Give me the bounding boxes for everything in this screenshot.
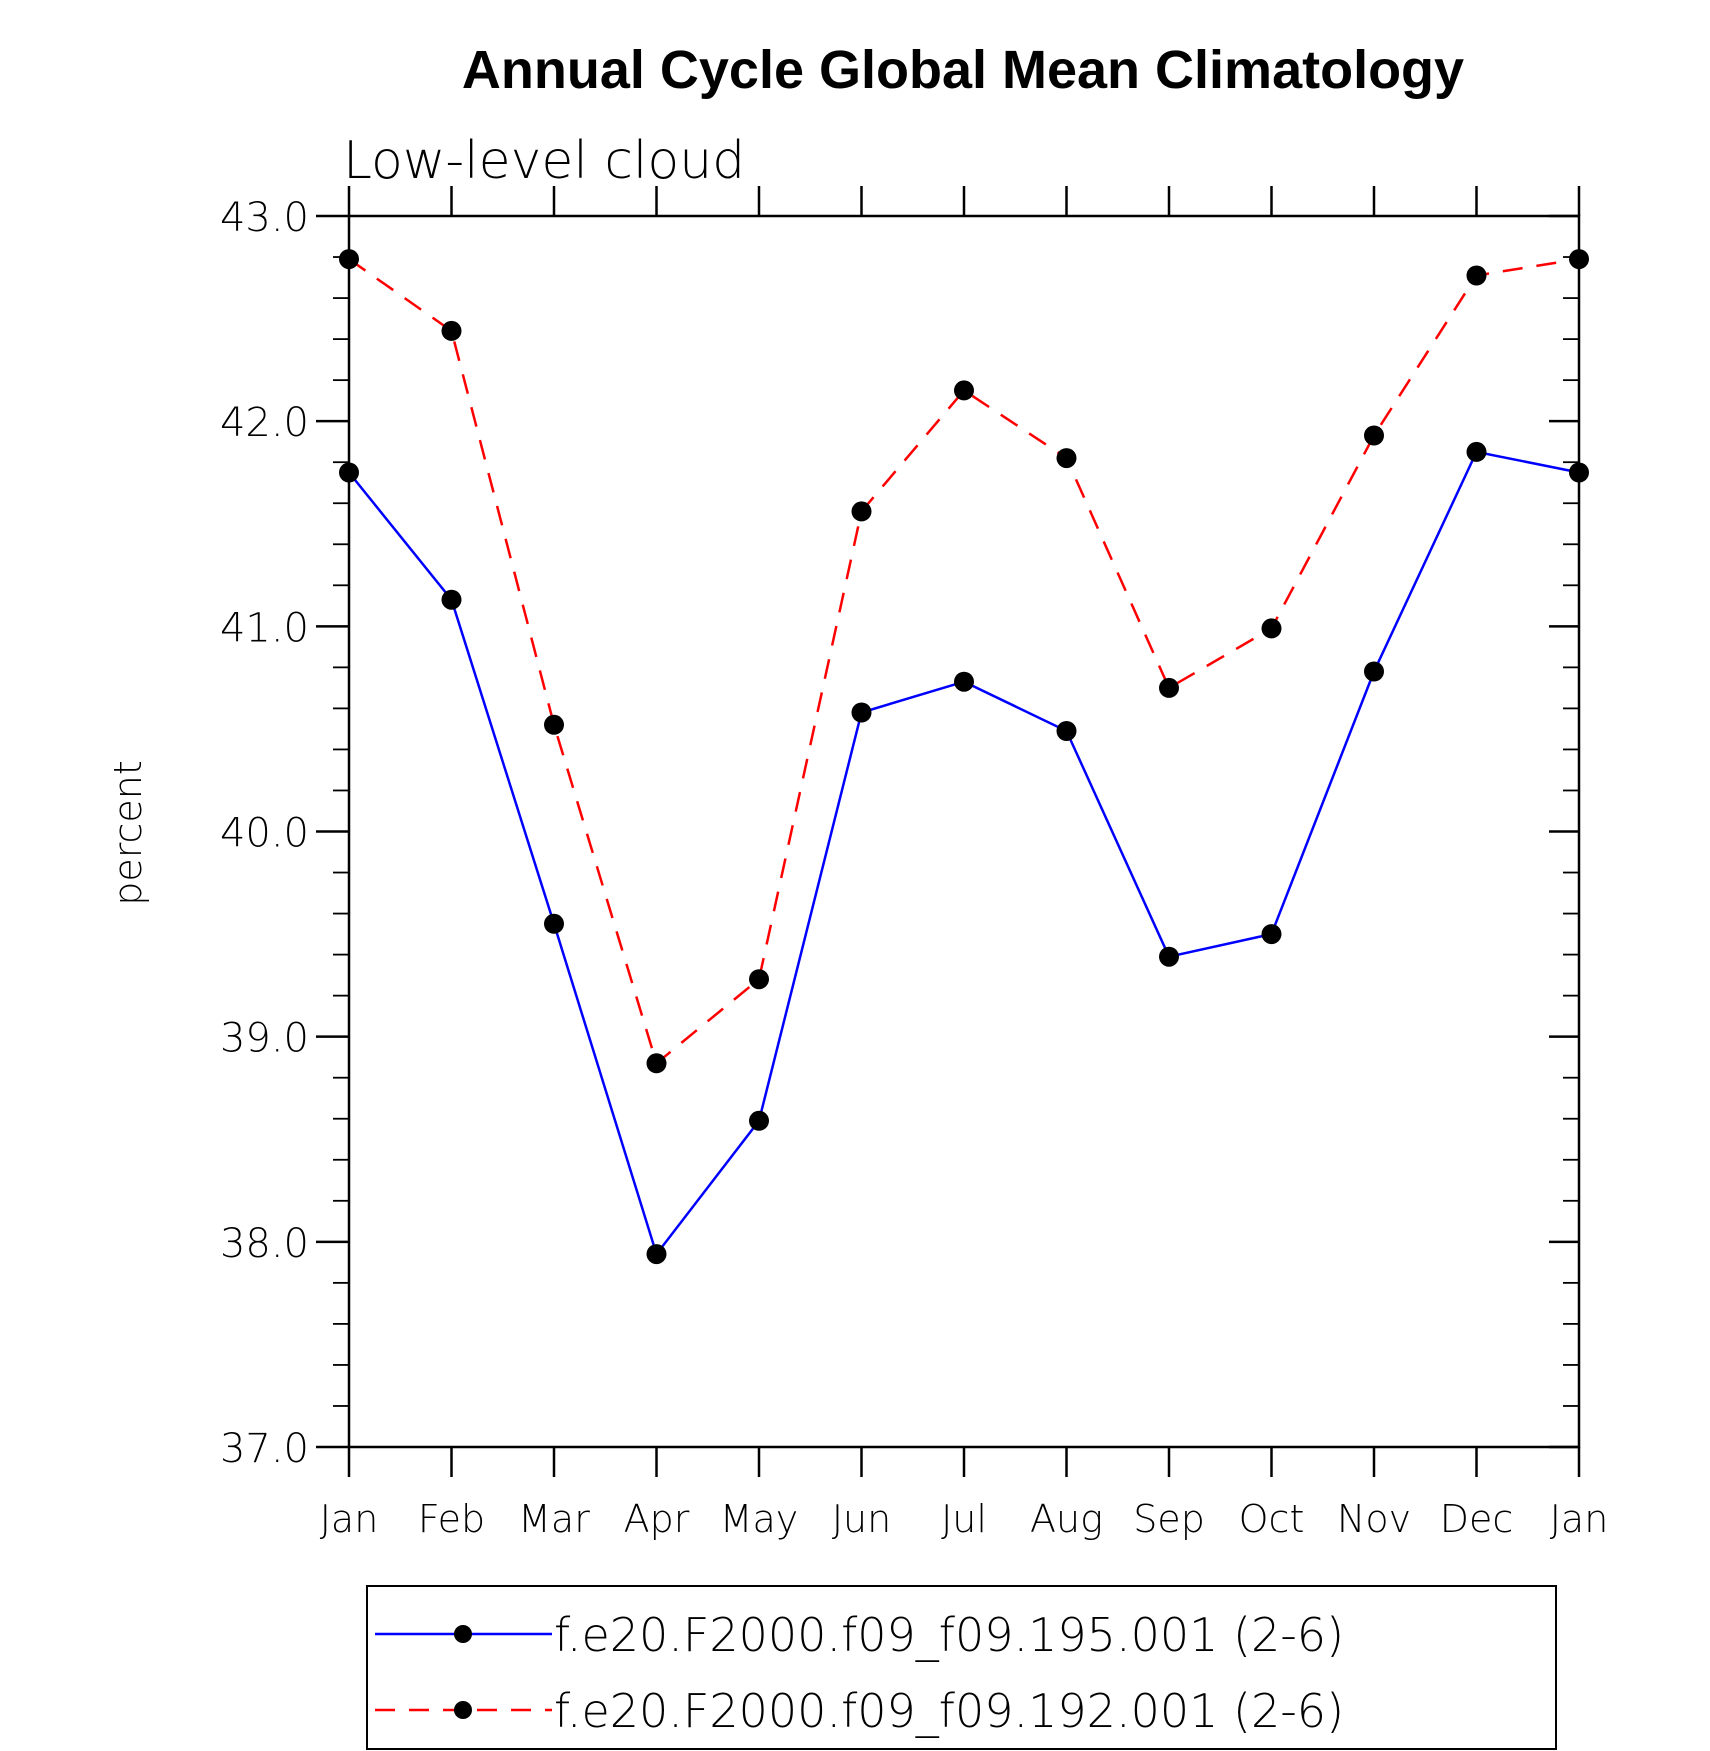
- series-2-point: [1056, 448, 1077, 469]
- x-tick-label: Apr: [624, 1497, 690, 1541]
- series-2-point: [1159, 677, 1179, 698]
- series-1-point: [1159, 946, 1179, 967]
- series-1-point: [441, 589, 462, 610]
- y-tick-label: 38.0: [220, 1221, 309, 1267]
- legend-marker-series-1: [454, 1625, 472, 1643]
- x-tick-label: Dec: [1440, 1497, 1514, 1541]
- series-2-point: [441, 320, 462, 341]
- x-tick-label: Jun: [832, 1497, 891, 1541]
- y-tick-label: 43.0: [220, 195, 309, 241]
- x-tick-label: Mar: [518, 1497, 590, 1541]
- series-2-point: [1466, 265, 1487, 286]
- series-2-point: [851, 501, 872, 522]
- series-2-point: [1261, 618, 1282, 639]
- series-line-2: [348, 257, 1580, 1066]
- x-tick-label: Jan: [1550, 1497, 1609, 1541]
- x-tick-label: Sep: [1133, 1497, 1205, 1541]
- series-1-point: [1261, 924, 1282, 945]
- series-2-point: [646, 1053, 667, 1074]
- y-axis-label: percent: [106, 760, 150, 906]
- series-line-1: [348, 450, 1580, 1257]
- y-tick-label: 42.0: [220, 400, 309, 446]
- y-tick-label: 40.0: [220, 811, 309, 857]
- series-2-point: [544, 714, 564, 735]
- series-1-point: [851, 702, 872, 723]
- series-1-point: [1056, 721, 1077, 741]
- y-tick-label: 37.0: [220, 1426, 309, 1472]
- legend-label-series-2: f.e20.F2000.f09_f09.192.001 (2-6): [554, 1684, 1344, 1738]
- series-1-point: [646, 1244, 667, 1265]
- series-1-point: [1466, 441, 1487, 462]
- series-2-point: [1364, 425, 1384, 446]
- series-2-point: [954, 380, 974, 401]
- x-tick-label: May: [720, 1497, 799, 1541]
- x-tick-label: Jul: [941, 1497, 987, 1541]
- chart-title: Annual Cycle Global Mean Climatology: [462, 40, 1464, 100]
- legend-marker-series-2: [454, 1701, 472, 1719]
- legend-label-series-1: f.e20.F2000.f09_f09.195.001 (2-6): [554, 1608, 1344, 1662]
- series-2-point: [749, 969, 769, 990]
- chart-subtitle: Low-level cloud: [343, 131, 745, 191]
- x-tick-label: Feb: [418, 1497, 485, 1541]
- x-tick-label: Nov: [1337, 1497, 1411, 1541]
- legend-box: [366, 1585, 1557, 1750]
- y-tick-label: 39.0: [220, 1016, 309, 1062]
- series-1-point: [544, 913, 564, 934]
- x-tick-label: Oct: [1239, 1497, 1305, 1541]
- legend: f.e20.F2000.f09_f09.195.001 (2-6) f.e20.…: [366, 1585, 1557, 1750]
- series-1-point: [954, 671, 974, 692]
- plot-frame: [347, 214, 1581, 1449]
- y-tick-label: 41.0: [220, 605, 309, 651]
- series-1-point: [1364, 661, 1384, 682]
- series-1-point: [749, 1110, 769, 1131]
- x-tick-label: Aug: [1030, 1497, 1103, 1541]
- x-tick-label: Jan: [320, 1497, 379, 1541]
